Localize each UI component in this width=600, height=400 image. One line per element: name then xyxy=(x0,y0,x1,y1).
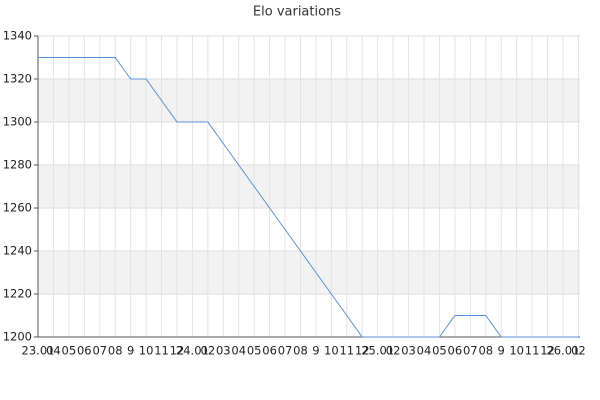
x-tick-label: 02 xyxy=(386,344,401,358)
x-tick-label: 05 xyxy=(432,344,447,358)
x-tick-label: 02 xyxy=(201,344,216,358)
x-tick-label: 06 xyxy=(262,344,277,358)
y-tick-label: 1340 xyxy=(3,29,32,43)
x-tick-label: 07 xyxy=(463,344,478,358)
chart-title: Elo variations xyxy=(253,5,341,20)
x-tick-label: 24.01 xyxy=(176,344,209,358)
y-tick-label: 1240 xyxy=(3,244,32,258)
x-tick-label: 9 xyxy=(498,344,505,358)
x-tick-label: 08 xyxy=(293,344,308,358)
x-tick-label: 06 xyxy=(77,344,92,358)
x-tick-label: 07 xyxy=(92,344,107,358)
x-tick-label: 07 xyxy=(278,344,293,358)
line xyxy=(38,57,579,338)
x-tick-label: 02 xyxy=(571,344,586,358)
x-tick-label: 05 xyxy=(247,344,262,358)
x-tick-label: 05 xyxy=(62,344,77,358)
x-tick-label: 26.01 xyxy=(546,344,579,358)
x-tick-label: 12 xyxy=(540,344,555,358)
y-tick-label: 1320 xyxy=(3,72,32,86)
y-tick-label: 1200 xyxy=(3,330,32,344)
y-tick-label: 1280 xyxy=(3,158,32,172)
x-tick-label: 08 xyxy=(108,344,123,358)
grid-band xyxy=(38,79,580,122)
y-tick-label: 1220 xyxy=(3,287,32,301)
x-tick-label: 25.01 xyxy=(361,344,394,358)
x-tick-label: 10 xyxy=(139,344,154,358)
y-tick-label: 1300 xyxy=(3,115,32,129)
x-tick-label: 03 xyxy=(216,344,231,358)
x-tick-label: 9 xyxy=(312,344,319,358)
x-tick-label: 11 xyxy=(525,344,540,358)
x-tick-label: 11 xyxy=(339,344,354,358)
x-tick-label: 04 xyxy=(417,344,432,358)
x-tick-label: 11 xyxy=(154,344,169,358)
grid-band xyxy=(38,251,580,294)
x-tick-label: 12 xyxy=(355,344,370,358)
x-tick-label: 04 xyxy=(231,344,246,358)
grid-band xyxy=(38,165,580,208)
x-tick-label: 03 xyxy=(401,344,416,358)
x-tick-label: 10 xyxy=(324,344,339,358)
y-tick-label: 1260 xyxy=(3,201,32,215)
x-tick-label: 08 xyxy=(478,344,493,358)
x-tick-label: 10 xyxy=(509,344,524,358)
x-tick-label: 06 xyxy=(448,344,463,358)
x-tick-label: 12 xyxy=(170,344,185,358)
x-tick-label: 04 xyxy=(46,344,61,358)
x-tick-label: 23.01 xyxy=(22,344,55,358)
x-tick-label: 9 xyxy=(127,344,134,358)
